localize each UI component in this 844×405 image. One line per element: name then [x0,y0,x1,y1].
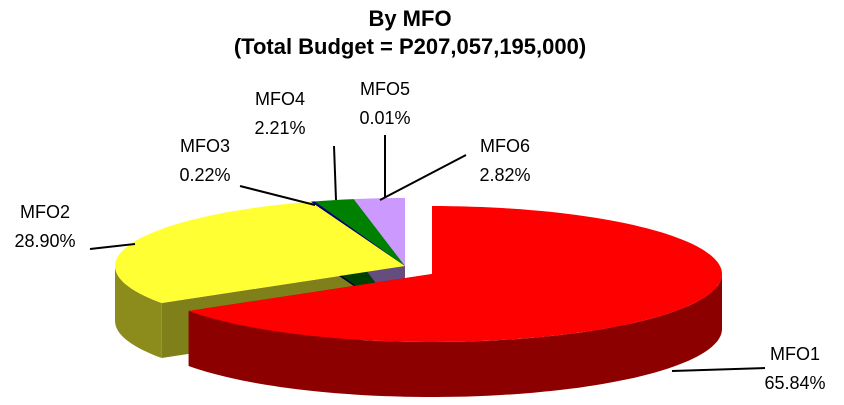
value-label: 0.22% [179,165,230,185]
slice [188,206,722,342]
slice-label: MFO6 [480,136,530,156]
slice [314,199,405,266]
leader-line [333,145,337,201]
value-label: 2.82% [479,165,530,185]
slice-label: MFO1 [770,344,820,364]
value-label: 2.21% [254,118,305,138]
slice-label: MFO5 [360,79,410,99]
slice [115,201,405,303]
slice-label: MFO4 [255,89,305,109]
value-label: 65.84% [764,373,825,393]
slice [353,198,405,266]
slice-side [115,266,162,358]
leader-line [239,185,316,206]
slice-label: MFO3 [180,136,230,156]
leader-line [89,243,136,250]
slice-side [188,274,722,397]
value-label: 0.01% [359,108,410,128]
slice-label: MFO2 [20,202,70,222]
chart-subtitle: (Total Budget = P207,057,195,000) [234,34,586,59]
slice [310,201,405,266]
leader-line [671,367,766,372]
value-label: 28.90% [14,231,75,251]
leader-line [379,154,467,201]
slice [353,199,405,266]
chart-title: By MFO [368,6,451,31]
